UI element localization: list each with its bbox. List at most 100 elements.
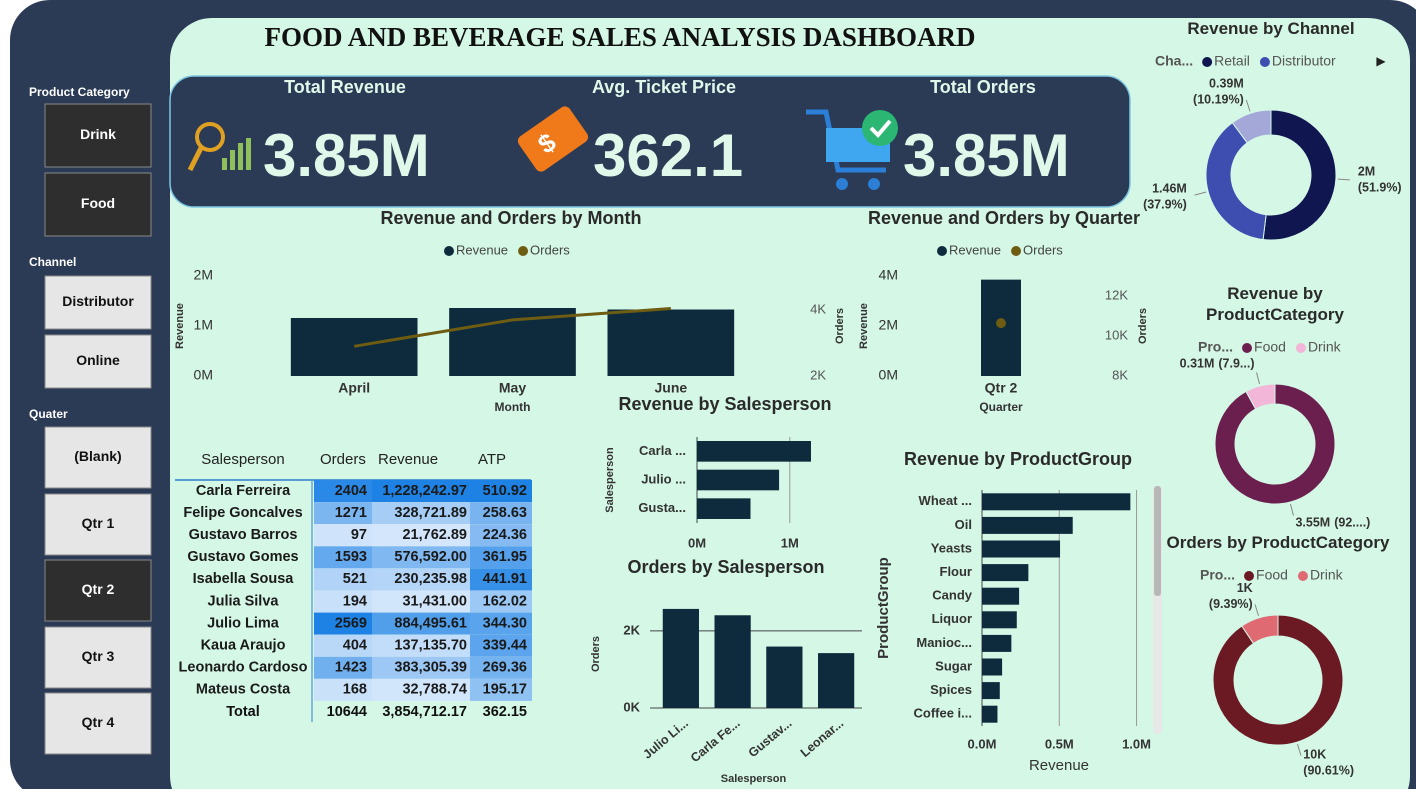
y-tick-label: Oil <box>955 517 972 532</box>
table-cell-shade <box>314 502 372 525</box>
slicer-button-label[interactable]: Online <box>76 352 120 368</box>
x-tick-label: 0.0M <box>968 736 997 751</box>
table-cell: 31,431.00 <box>402 593 467 609</box>
slicer-button[interactable] <box>44 103 152 168</box>
slicer-button[interactable] <box>44 559 152 622</box>
bar <box>697 441 811 462</box>
y-axis-label: ProductGroup <box>875 557 892 659</box>
slicer-button[interactable] <box>44 626 152 689</box>
y-tick-label: 0M <box>194 367 213 383</box>
slicer-button-label[interactable]: Distributor <box>62 293 134 309</box>
x-tick-label: May <box>499 380 526 396</box>
table-cell: 576,592.00 <box>394 549 467 565</box>
slicer-button-label[interactable]: Drink <box>80 126 116 142</box>
table-header: Revenue <box>378 451 438 468</box>
leader-line <box>1256 372 1261 385</box>
legend-marker <box>1297 571 1308 581</box>
table-cell-shade <box>314 590 372 613</box>
table-cell: 1,228,242.97 <box>382 483 467 499</box>
slicer-title: Quater <box>29 407 68 421</box>
table-cell: 344.30 <box>483 615 527 631</box>
table-cell: Gustavo Gomes <box>187 549 298 565</box>
icon-part <box>238 143 243 170</box>
bar <box>982 682 1000 700</box>
point <box>996 318 1006 329</box>
y-tick-label: Spices <box>930 682 972 697</box>
kpi-value: 362.1 <box>593 122 743 189</box>
leader-line <box>1245 99 1251 112</box>
table-cell-shade <box>372 546 470 569</box>
slicer-button[interactable] <box>44 172 152 237</box>
revenue-icon <box>187 122 251 172</box>
legend-label: Revenue <box>456 242 508 257</box>
chart-title: Revenue and Orders by Quarter <box>868 208 1140 228</box>
table-header: ATP <box>478 451 506 468</box>
table-header: Salesperson <box>201 451 284 468</box>
slicer-button-label[interactable]: Qtr 3 <box>82 648 115 664</box>
leader-line <box>1289 503 1294 516</box>
scrollbar-thumb[interactable] <box>1154 486 1161 596</box>
table-cell: 1593 <box>335 549 367 565</box>
slicer-button-label[interactable]: Qtr 2 <box>82 581 115 597</box>
y2-tick-label: 12K <box>1105 287 1128 302</box>
chart-title: Revenue and Orders by Month <box>380 208 641 228</box>
data-label-percent: (92....) <box>1334 516 1370 530</box>
donut-slice <box>1245 383 1276 410</box>
donut-slice <box>1241 614 1279 645</box>
y-tick-label: Coffee i... <box>913 706 972 721</box>
y-tick-label: Manioc... <box>916 635 972 650</box>
data-label-percent: (51.9%) <box>1358 181 1402 195</box>
bar <box>662 608 699 708</box>
table-cell: 195.17 <box>483 682 527 698</box>
slicer-button-label[interactable]: (Blank) <box>74 448 121 464</box>
table-cell: 97 <box>351 527 367 543</box>
x-axis-label: Quarter <box>979 400 1023 414</box>
table-cell: 194 <box>343 593 367 609</box>
y-axis-label: Salesperson <box>604 447 616 513</box>
y-tick-label: 2K <box>623 622 640 637</box>
slicer-button-label[interactable]: Qtr 1 <box>82 515 115 531</box>
data-label: 0.31M (7.9...) <box>1180 357 1255 371</box>
legend-label: Orders <box>530 242 570 257</box>
slicer-button-label[interactable]: Food <box>81 195 115 211</box>
table-cell: Julio Lima <box>207 615 280 631</box>
legend-marker <box>937 246 947 256</box>
x-tick-label: June <box>654 380 687 396</box>
table-cell-shade <box>372 524 470 547</box>
table-cell-shade <box>372 480 470 502</box>
slicer-button[interactable] <box>44 426 152 489</box>
y-tick-label: Wheat ... <box>919 493 972 508</box>
legend-marker <box>1242 343 1253 353</box>
chart-title: Revenue by Channel <box>1187 19 1355 38</box>
y2-tick-label: 10K <box>1105 327 1128 342</box>
slicer-button[interactable] <box>44 275 152 330</box>
bar <box>982 634 1012 652</box>
legend-title: Pro... <box>1200 567 1235 583</box>
table-total-cell: 3,854,712.17 <box>382 704 467 720</box>
x-tick-label: Qtr 2 <box>985 380 1018 396</box>
slicer-button[interactable] <box>44 692 152 755</box>
table-cell-shade <box>372 612 470 635</box>
bar <box>982 705 998 723</box>
y2-axis-label: Orders <box>1137 308 1149 344</box>
table-cell-shade <box>470 502 532 525</box>
x-tick-label: 1M <box>781 535 799 550</box>
table-cell: 269.36 <box>483 660 527 676</box>
table-cell: 2404 <box>335 483 367 499</box>
data-label-percent: (7.9...) <box>1218 357 1254 371</box>
slicer-button[interactable] <box>44 334 152 389</box>
slicer-button[interactable] <box>44 493 152 556</box>
leader-line <box>1194 191 1207 196</box>
table-cell: Carla Ferreira <box>196 483 291 499</box>
legend-scroll-arrow[interactable]: ▶ <box>1376 54 1386 68</box>
cart-icon <box>806 109 898 190</box>
table-cell: Isabella Sousa <box>193 571 295 587</box>
table-total-cell: 10644 <box>327 704 367 720</box>
data-label: 10K <box>1303 748 1326 762</box>
x-axis-label: Salesperson <box>721 773 787 785</box>
slicer-button-label[interactable]: Qtr 4 <box>82 714 115 730</box>
legend-marker <box>1011 246 1022 256</box>
table-cell-shade <box>314 524 372 547</box>
table-header: Orders <box>320 451 366 468</box>
